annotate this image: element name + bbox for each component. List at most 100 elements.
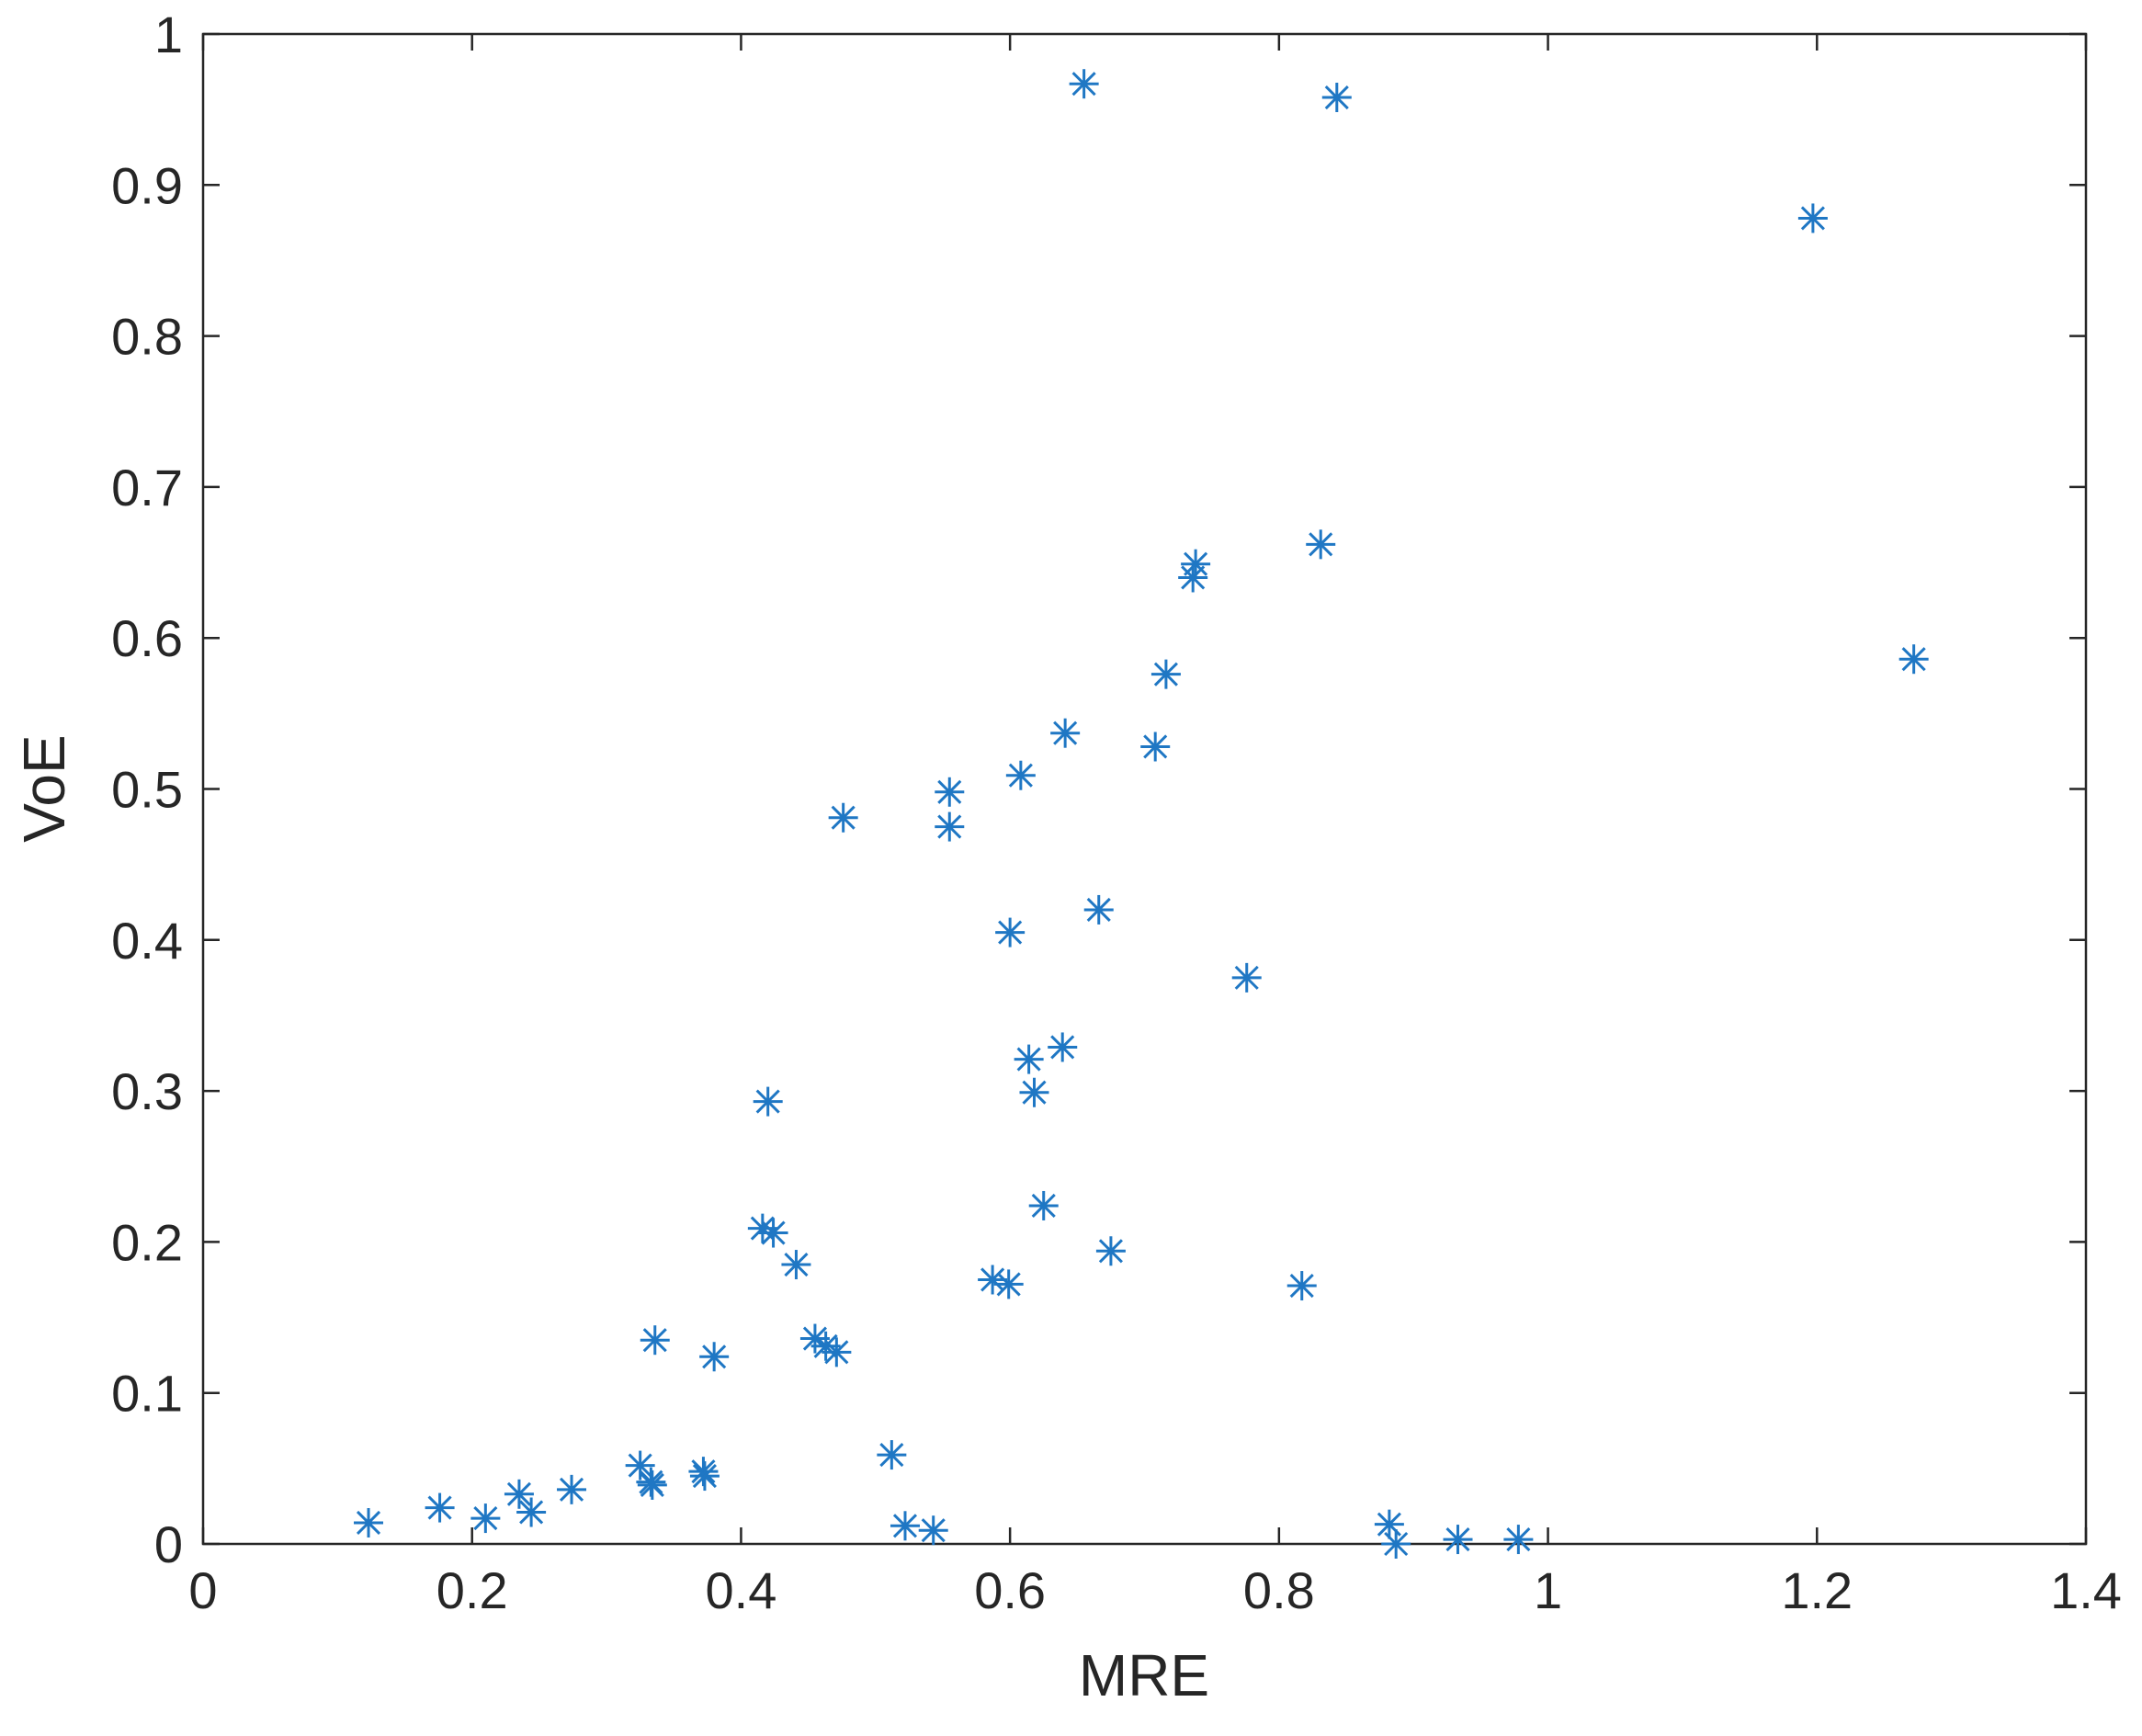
- x-tick-label: 0.2: [436, 1561, 508, 1619]
- point: [504, 1479, 534, 1509]
- point: [995, 917, 1026, 947]
- point: [1503, 1525, 1534, 1555]
- point: [1028, 1190, 1059, 1220]
- x-tick-label: 0.8: [1243, 1561, 1315, 1619]
- point-stroke: [1901, 647, 1926, 672]
- y-tick-label: 0.1: [111, 1365, 183, 1423]
- y-tick-label: 0.9: [111, 156, 183, 214]
- x-tick-label: 1.2: [1781, 1561, 1853, 1619]
- y-tick-label: 0: [154, 1515, 183, 1573]
- y-tick-label: 0.7: [111, 459, 183, 516]
- point: [640, 1325, 670, 1356]
- point: [935, 777, 965, 807]
- point-stroke: [831, 805, 856, 830]
- point-stroke: [1445, 1527, 1470, 1552]
- point-stroke: [813, 1333, 838, 1358]
- point-stroke: [1289, 1273, 1314, 1299]
- x-tick-label: 0.6: [974, 1561, 1046, 1619]
- point-stroke: [356, 1510, 381, 1536]
- point-stroke: [692, 1464, 717, 1489]
- point: [699, 1342, 730, 1372]
- point-stroke: [1022, 1080, 1047, 1105]
- point-stroke: [1153, 662, 1178, 686]
- point-stroke: [755, 1089, 780, 1114]
- point: [516, 1497, 547, 1527]
- point: [781, 1250, 811, 1280]
- point-stroke: [642, 1328, 667, 1353]
- point-stroke: [784, 1252, 809, 1277]
- point-stroke: [1098, 1239, 1123, 1264]
- point-stroke: [519, 1500, 544, 1525]
- point-stroke: [702, 1345, 727, 1369]
- point: [689, 1461, 720, 1492]
- point-stroke: [892, 1514, 918, 1538]
- point: [877, 1440, 907, 1470]
- point: [1048, 1032, 1078, 1062]
- point-stroke: [640, 1472, 664, 1497]
- point-stroke: [1384, 1531, 1409, 1557]
- y-axis-label: VoE: [11, 734, 77, 842]
- point-stroke: [1143, 734, 1168, 759]
- point: [918, 1515, 948, 1546]
- point-stroke: [921, 1518, 946, 1543]
- point: [890, 1511, 920, 1541]
- x-tick-label: 0: [188, 1561, 217, 1619]
- point: [1374, 1509, 1404, 1539]
- point-stroke: [996, 1272, 1021, 1297]
- point-stroke: [1008, 763, 1033, 788]
- point-stroke: [980, 1267, 1005, 1292]
- point-stroke: [1800, 206, 1825, 231]
- point-stroke: [506, 1481, 531, 1506]
- point-stroke: [628, 1453, 652, 1478]
- point: [1095, 1236, 1126, 1266]
- point: [1231, 962, 1262, 993]
- point-stroke: [750, 1216, 775, 1241]
- point: [470, 1503, 501, 1534]
- point-stroke: [1506, 1527, 1531, 1552]
- plot-area: [201, 32, 2088, 1546]
- point: [822, 1337, 852, 1367]
- point: [1381, 1529, 1411, 1559]
- point-stroke: [1324, 85, 1349, 110]
- x-tick-label: 1: [1534, 1561, 1562, 1619]
- point-stroke: [1184, 551, 1208, 576]
- point-stroke: [1309, 532, 1333, 557]
- point: [753, 1086, 783, 1117]
- y-tick-label: 0.2: [111, 1213, 183, 1271]
- point-stroke: [998, 920, 1023, 945]
- y-tick-label: 1: [154, 6, 183, 63]
- point: [1140, 732, 1171, 762]
- x-tick-label: 1.4: [2050, 1561, 2122, 1619]
- point: [625, 1450, 655, 1481]
- point: [557, 1474, 587, 1504]
- point-stroke: [1016, 1047, 1041, 1072]
- point-stroke: [473, 1506, 498, 1531]
- point: [1306, 529, 1336, 560]
- point: [828, 802, 858, 833]
- point: [1069, 69, 1099, 99]
- point: [637, 1469, 667, 1500]
- point-stroke: [802, 1326, 827, 1351]
- point: [1005, 760, 1036, 790]
- y-tick-label: 0.6: [111, 609, 183, 667]
- point-stroke: [937, 779, 962, 804]
- point-stroke: [1071, 72, 1096, 96]
- y-tick-label: 0.8: [111, 308, 183, 366]
- point: [1014, 1044, 1044, 1074]
- point: [1019, 1077, 1049, 1107]
- point: [1797, 203, 1828, 233]
- point-stroke: [879, 1443, 904, 1468]
- point-stroke: [1377, 1512, 1401, 1537]
- point-stroke: [559, 1477, 584, 1502]
- y-tick-label: 0.3: [111, 1062, 183, 1120]
- point: [354, 1507, 384, 1537]
- point: [758, 1218, 788, 1248]
- point-stroke: [761, 1220, 786, 1245]
- point: [1443, 1525, 1473, 1555]
- x-axis-label: MRE: [1079, 1642, 1209, 1708]
- point: [1898, 644, 1929, 675]
- point: [1321, 83, 1352, 113]
- point: [1050, 718, 1081, 748]
